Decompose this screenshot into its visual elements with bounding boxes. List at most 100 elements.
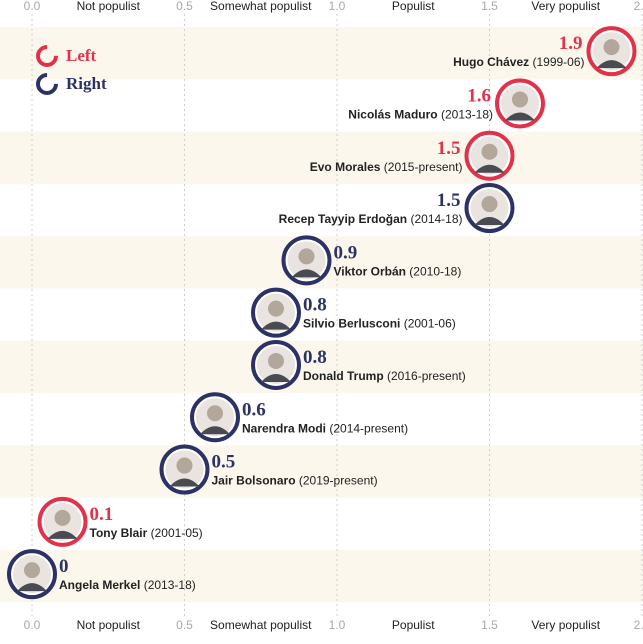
score-label: 1.5 <box>437 138 461 159</box>
leader-name: Tony Blair <box>90 526 151 540</box>
x-tick-label: 2.0 <box>634 618 643 632</box>
leader-name: Hugo Chávez <box>453 55 532 69</box>
left-ring-icon <box>31 40 63 72</box>
x-tick-label: 0.5 <box>176 0 193 13</box>
leader-term: (2014-present) <box>329 421 408 435</box>
portrait-body-icon <box>47 530 78 539</box>
score-label: 1.5 <box>437 190 461 211</box>
zone-label: Populist <box>392 618 435 632</box>
zone-label: Very populist <box>531 618 600 632</box>
portrait-body-icon <box>291 269 322 278</box>
leader-term: (2015-present) <box>384 160 463 174</box>
zone-label: Populist <box>392 0 435 13</box>
leader-name: Narendra Modi <box>242 421 329 435</box>
x-tick-label: 0.5 <box>176 618 193 632</box>
gridlines <box>31 14 643 618</box>
portrait-head-icon <box>24 562 40 579</box>
zone-label: Somewhat populist <box>210 0 312 13</box>
row-band <box>0 27 643 80</box>
leader-term: (2013-18) <box>441 107 493 121</box>
score-label: 0.6 <box>242 399 266 420</box>
leader-name: Angela Merkel <box>59 578 144 592</box>
row-band <box>0 445 643 498</box>
legend-left-label: Left <box>66 46 97 65</box>
row-band <box>0 340 643 394</box>
x-tick-label: 1.5 <box>481 0 498 13</box>
portrait-head-icon <box>207 405 223 422</box>
portrait-body-icon <box>505 112 535 121</box>
leader-term: (2019-present) <box>299 474 378 488</box>
x-axis-bottom: 0.0 0.5 1.0 1.5 2.0 Not populist Somewhat popu… <box>24 618 643 632</box>
x-axis-top: 0.0 0.5 1.0 1.5 2.0 Not populist Somewhat popu… <box>24 0 643 13</box>
leader-term: (2013-18) <box>144 578 196 592</box>
legend: Left Right <box>31 40 107 100</box>
leader-name: Nicolás Maduro <box>348 107 441 121</box>
portrait-head-icon <box>512 91 528 108</box>
score-label: 0.1 <box>90 504 114 525</box>
leader-label: Evo Morales (2015-present) <box>310 160 463 174</box>
portrait-body-icon <box>474 217 505 226</box>
zone-label: Not populist <box>77 618 141 632</box>
leader-label: Narendra Modi (2014-present) <box>242 421 408 435</box>
legend-right-label: Right <box>66 74 107 93</box>
legend-item-right: Right <box>31 68 107 100</box>
zone-label: Somewhat populist <box>210 618 312 632</box>
leader-label: Tony Blair (2001-05) <box>90 526 203 540</box>
leader-label: Hugo Chávez (1999-06) <box>453 55 584 69</box>
score-label: 1.6 <box>467 85 491 106</box>
leader-label: Donald Trump (2016-present) <box>303 369 466 383</box>
portrait-body-icon <box>169 478 200 487</box>
x-tick-label: 0.0 <box>24 618 41 632</box>
portrait-head-icon <box>298 248 315 265</box>
leader-label: Recep Tayyip Erdoğan (2014-18) <box>279 212 463 226</box>
leader-label: Silvio Berlusconi (2001-06) <box>303 317 456 331</box>
leader-name: Donald Trump <box>303 369 387 383</box>
leader-name: Recep Tayyip Erdoğan <box>279 212 411 226</box>
portrait-body-icon <box>17 583 47 592</box>
portrait-head-icon <box>268 300 284 317</box>
score-label: 0.9 <box>334 242 358 263</box>
row-bands <box>0 27 643 603</box>
leader-term: (2001-06) <box>404 317 456 331</box>
leader-name: Jair Bolsonaro <box>212 474 299 488</box>
x-tick-label: 1.0 <box>329 0 346 13</box>
score-label: 0.8 <box>303 295 327 316</box>
leader-label: Angela Merkel (2013-18) <box>59 578 196 592</box>
x-tick-label: 1.5 <box>481 618 498 632</box>
leader-term: (1999-06) <box>532 55 584 69</box>
portrait-body-icon <box>474 164 505 173</box>
score-label: 0 <box>59 556 69 577</box>
leader-term: (2001-05) <box>151 526 203 540</box>
portrait-head-icon <box>481 143 498 160</box>
leader-label: Nicolás Maduro (2013-18) <box>348 107 493 121</box>
zone-label: Not populist <box>77 0 141 13</box>
portrait-head-icon <box>603 39 620 56</box>
portrait-body-icon <box>200 426 230 435</box>
leader-label: Viktor Orbán (2010-18) <box>334 264 462 278</box>
row-band <box>0 131 643 184</box>
leader-term: (2014-18) <box>410 212 462 226</box>
zone-label: Very populist <box>531 0 600 13</box>
x-tick-label: 0.0 <box>24 0 41 13</box>
portrait-head-icon <box>54 509 71 526</box>
right-ring-icon <box>31 68 63 100</box>
portrait-head-icon <box>176 457 193 474</box>
score-label: 0.8 <box>303 347 327 368</box>
portrait-body-icon <box>261 373 291 382</box>
row-band <box>0 550 643 603</box>
leader-label: Jair Bolsonaro (2019-present) <box>212 474 378 488</box>
legend-item-left: Left <box>31 40 107 72</box>
portrait-body-icon <box>596 60 627 69</box>
